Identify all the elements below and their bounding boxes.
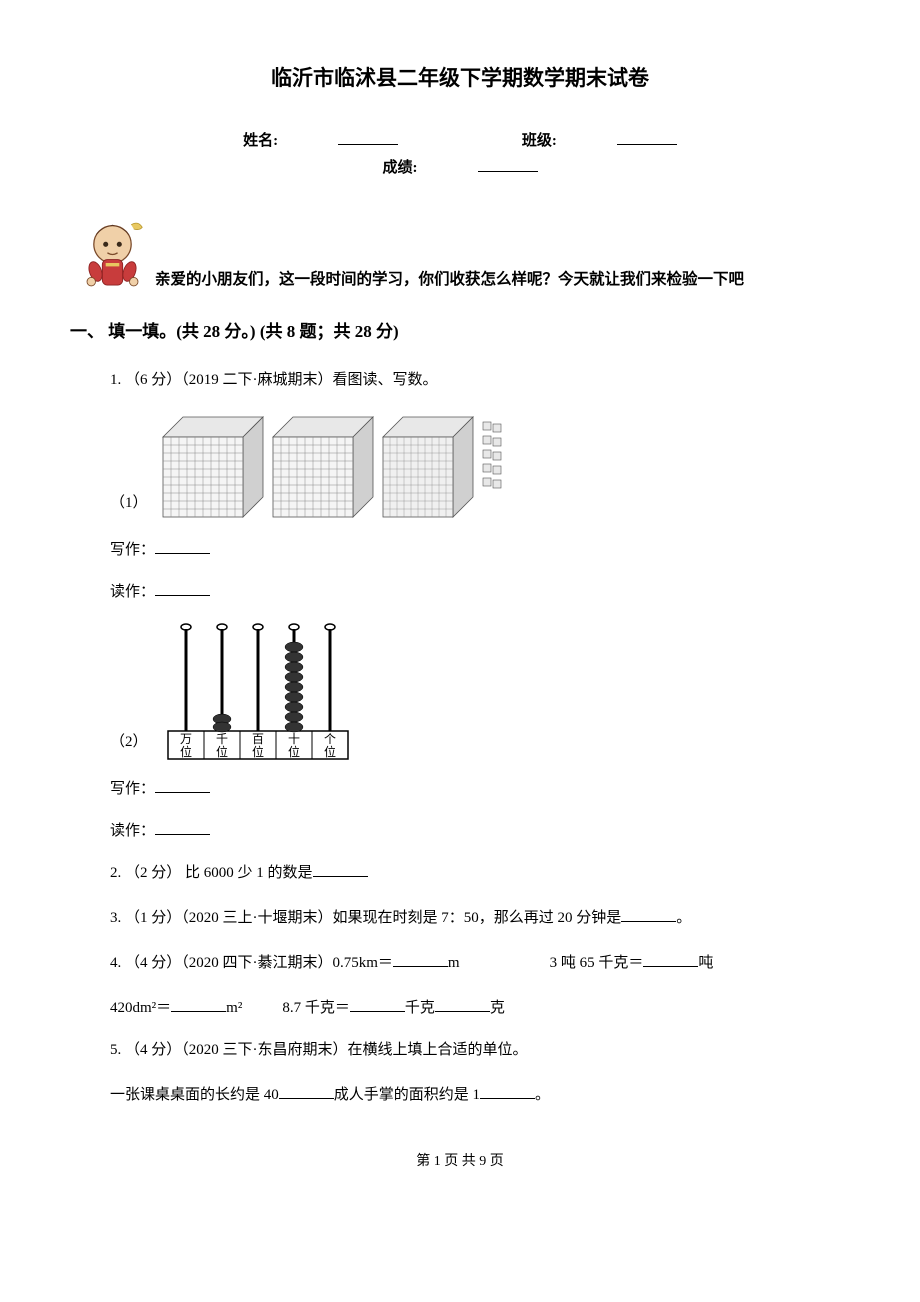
- sub2-label: （2）: [110, 729, 148, 761]
- svg-text:位: 位: [216, 744, 228, 759]
- q1-sub2-write: 写作：: [110, 776, 850, 803]
- svg-text:位: 位: [324, 744, 336, 759]
- question-2: 2. （2 分） 比 6000 少 1 的数是: [110, 860, 850, 887]
- intro-block: 亲爱的小朋友们，这一段时间的学习，你们收获怎么样呢？今天就让我们来检验一下吧: [70, 212, 850, 297]
- abacus-label-0: 万: [180, 732, 192, 746]
- abacus-label-4: 个: [324, 732, 336, 746]
- question-5: 5. （4 分）（2020 三下·东昌府期末）在横线上填上合适的单位。: [110, 1037, 850, 1064]
- question-5-line2: 一张课桌桌面的长约是 40成人手掌的面积约是 1。: [110, 1082, 850, 1109]
- q1-sub1-read: 读作：: [110, 579, 850, 606]
- question-4-line2: 420dm²＝m²8.7 千克＝千克克: [110, 995, 850, 1022]
- abacus-label-2: 百: [252, 732, 264, 746]
- mascot-icon: [70, 212, 155, 297]
- section-1-heading: 一、 填一填。(共 28 分。) (共 8 题；共 28 分): [70, 317, 850, 348]
- svg-text:位: 位: [180, 744, 192, 759]
- abacus-diagram: 万 位 千 位 百 位 十 位 个 位: [158, 621, 358, 761]
- q1-sub1-image: （1）: [110, 412, 850, 522]
- q1-sub2-read: 读作：: [110, 818, 850, 845]
- score-blank: [478, 157, 538, 172]
- question-4-line1: 4. （4 分）（2020 四下·綦江期末）0.75km＝m3 吨 65 千克＝…: [110, 950, 850, 977]
- svg-text:位: 位: [288, 744, 300, 759]
- cubes-diagram: [158, 412, 508, 522]
- name-blank: [338, 130, 398, 145]
- page-footer: 第 1 页 共 9 页: [70, 1149, 850, 1174]
- class-blank: [617, 130, 677, 145]
- info-row: 姓名: 班级: 成绩:: [70, 128, 850, 182]
- class-label: 班级:: [522, 128, 557, 155]
- score-label: 成绩:: [383, 155, 418, 182]
- question-3: 3. （1 分）（2020 三上·十堰期末）如果现在时刻是 7：50，那么再过 …: [110, 905, 850, 932]
- intro-text: 亲爱的小朋友们，这一段时间的学习，你们收获怎么样呢？今天就让我们来检验一下吧: [155, 266, 744, 297]
- question-1: 1. （6 分）（2019 二下·麻城期末）看图读、写数。: [110, 367, 850, 394]
- page-title: 临沂市临沭县二年级下学期数学期末试卷: [70, 60, 850, 98]
- sub1-label: （1）: [110, 490, 148, 522]
- abacus-label-3: 十: [288, 732, 300, 746]
- name-label: 姓名:: [243, 128, 278, 155]
- q1-sub2-image: （2） 万 位 千 位 百 位 十 位 个 位: [110, 621, 850, 761]
- svg-text:位: 位: [252, 744, 264, 759]
- abacus-label-1: 千: [216, 732, 228, 746]
- q1-sub1-write: 写作：: [110, 537, 850, 564]
